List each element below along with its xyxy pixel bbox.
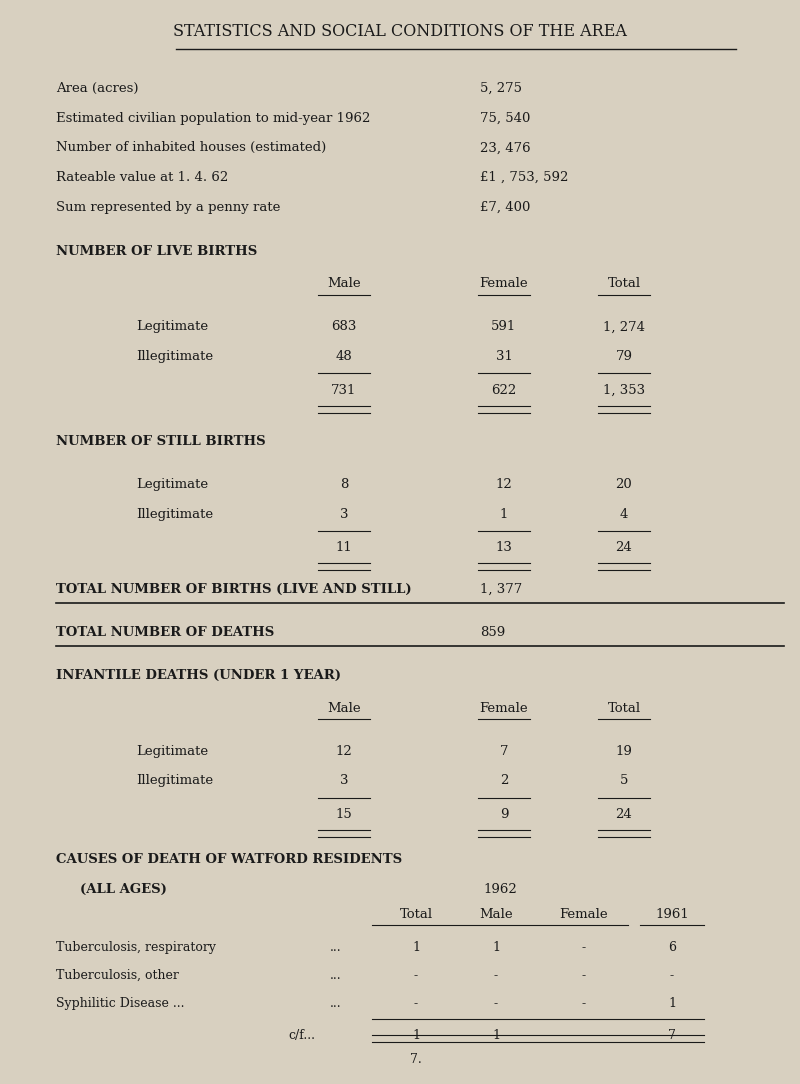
Text: 24: 24 [616,542,632,555]
Text: 1: 1 [412,941,420,954]
Text: 48: 48 [336,350,352,363]
Text: 683: 683 [331,321,357,334]
Text: 591: 591 [491,321,517,334]
Text: -: - [582,997,586,1010]
Text: 11: 11 [336,542,352,555]
Text: 1: 1 [412,1029,420,1042]
Text: 5, 275: 5, 275 [480,82,522,95]
Text: Illegitimate: Illegitimate [136,350,213,363]
Text: NUMBER OF LIVE BIRTHS: NUMBER OF LIVE BIRTHS [56,245,258,258]
Text: Rateable value at 1. 4. 62: Rateable value at 1. 4. 62 [56,171,228,184]
Text: Estimated civilian population to mid-year 1962: Estimated civilian population to mid-yea… [56,112,370,125]
Text: -: - [494,997,498,1010]
Text: 13: 13 [495,542,513,555]
Text: -: - [414,997,418,1010]
Text: 859: 859 [480,625,506,638]
Text: Total: Total [607,701,641,714]
Text: 622: 622 [491,384,517,397]
Text: INFANTILE DEATHS (UNDER 1 YEAR): INFANTILE DEATHS (UNDER 1 YEAR) [56,669,341,682]
Text: Sum represented by a penny rate: Sum represented by a penny rate [56,201,280,214]
Text: 7.: 7. [410,1053,422,1066]
Text: ...: ... [330,997,342,1010]
Text: Legitimate: Legitimate [136,478,208,491]
Text: 12: 12 [496,478,512,491]
Text: ...: ... [330,941,342,954]
Text: Female: Female [480,701,528,714]
Text: Tuberculosis, other: Tuberculosis, other [56,969,179,982]
Text: 1, 274: 1, 274 [603,321,645,334]
Text: Male: Male [327,701,361,714]
Text: 1: 1 [492,941,500,954]
Text: -: - [582,1029,586,1042]
Text: 12: 12 [336,745,352,758]
Text: 1: 1 [492,1029,500,1042]
Text: Male: Male [327,278,361,291]
Text: 79: 79 [615,350,633,363]
Text: 1962: 1962 [483,883,517,896]
Text: -: - [582,941,586,954]
Text: 1961: 1961 [655,908,689,921]
Text: TOTAL NUMBER OF BIRTHS (LIVE AND STILL): TOTAL NUMBER OF BIRTHS (LIVE AND STILL) [56,583,412,596]
Text: TOTAL NUMBER OF DEATHS: TOTAL NUMBER OF DEATHS [56,625,274,638]
Text: £7, 400: £7, 400 [480,201,530,214]
Text: Female: Female [480,278,528,291]
Text: -: - [414,969,418,982]
Text: (ALL AGES): (ALL AGES) [80,883,167,896]
Text: 24: 24 [616,808,632,821]
Text: 9: 9 [500,808,508,821]
Text: 2: 2 [500,774,508,787]
Text: Syphilitic Disease ...: Syphilitic Disease ... [56,997,185,1010]
Text: CAUSES OF DEATH OF WATFORD RESIDENTS: CAUSES OF DEATH OF WATFORD RESIDENTS [56,853,402,866]
Text: £1 , 753, 592: £1 , 753, 592 [480,171,568,184]
Text: 23, 476: 23, 476 [480,141,530,154]
Text: 20: 20 [616,478,632,491]
Text: ...: ... [330,969,342,982]
Text: -: - [582,969,586,982]
Text: 1, 353: 1, 353 [603,384,645,397]
Text: Male: Male [479,908,513,921]
Text: 31: 31 [495,350,513,363]
Text: STATISTICS AND SOCIAL CONDITIONS OF THE AREA: STATISTICS AND SOCIAL CONDITIONS OF THE … [173,24,627,40]
Text: 7: 7 [500,745,508,758]
Text: 3: 3 [340,774,348,787]
Text: Total: Total [399,908,433,921]
Text: Tuberculosis, respiratory: Tuberculosis, respiratory [56,941,216,954]
Text: Legitimate: Legitimate [136,745,208,758]
Text: Number of inhabited houses (estimated): Number of inhabited houses (estimated) [56,141,326,154]
Text: 75, 540: 75, 540 [480,112,530,125]
Text: Illegitimate: Illegitimate [136,774,213,787]
Text: 4: 4 [620,508,628,521]
Text: Illegitimate: Illegitimate [136,508,213,521]
Text: -: - [494,969,498,982]
Text: 8: 8 [340,478,348,491]
Text: Female: Female [560,908,608,921]
Text: Total: Total [607,278,641,291]
Text: 1: 1 [668,997,676,1010]
Text: 1, 377: 1, 377 [480,583,522,596]
Text: -: - [670,969,674,982]
Text: 5: 5 [620,774,628,787]
Text: c/f...: c/f... [288,1029,315,1042]
Text: 1: 1 [500,508,508,521]
Text: 7: 7 [668,1029,676,1042]
Text: 731: 731 [331,384,357,397]
Text: 6: 6 [668,941,676,954]
Text: Legitimate: Legitimate [136,321,208,334]
Text: 19: 19 [615,745,633,758]
Text: 3: 3 [340,508,348,521]
Text: Area (acres): Area (acres) [56,82,138,95]
Text: 15: 15 [336,808,352,821]
Text: NUMBER OF STILL BIRTHS: NUMBER OF STILL BIRTHS [56,435,266,448]
